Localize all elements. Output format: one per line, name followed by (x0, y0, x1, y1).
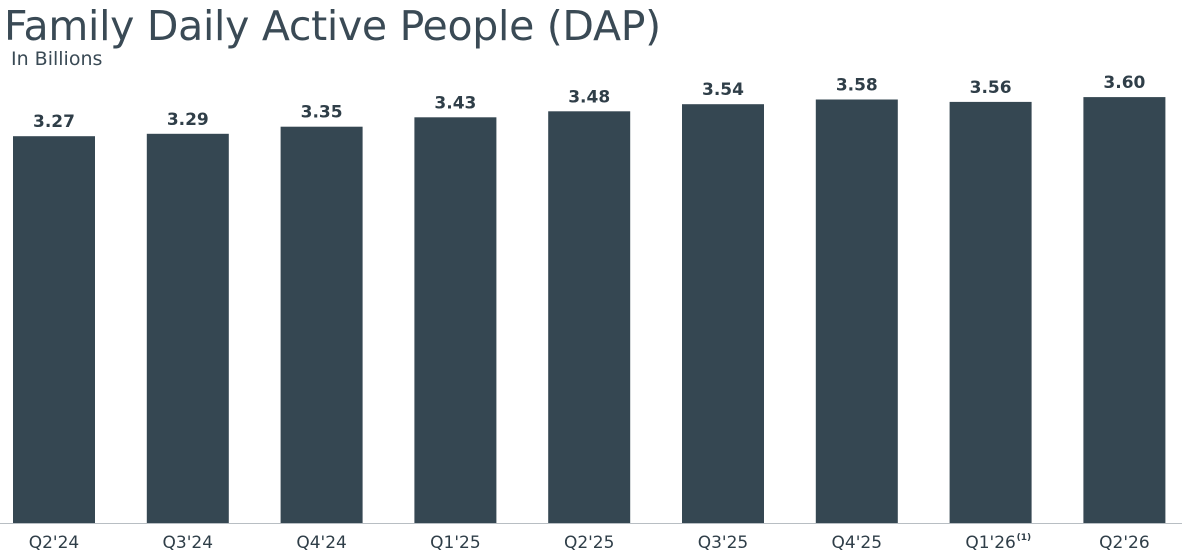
x-tick-label: Q2'26 (1099, 533, 1150, 553)
bar-Q3'24 (146, 133, 229, 524)
bar-Q1'26 (949, 101, 1032, 524)
chart-title: Family Daily Active People (DAP) (4, 2, 661, 50)
bar-Q2'24 (13, 136, 95, 523)
x-tick-label: Q1'26 (965, 533, 1016, 553)
x-tick-label: Q3'25 (698, 533, 749, 553)
x-tick-label: Q4'24 (296, 533, 347, 553)
value-label: 3.58 (836, 76, 878, 96)
value-label: 3.35 (301, 103, 343, 123)
value-label: 3.43 (434, 93, 476, 113)
value-label: 3.48 (568, 87, 610, 107)
bar-Q2'26 (1083, 97, 1166, 523)
bar-Q4'24 (280, 126, 363, 523)
value-label: 3.54 (702, 80, 744, 100)
x-tick-label: Q2'24 (29, 533, 80, 553)
bar-Q4'25 (815, 99, 898, 523)
bar-Q2'25 (548, 111, 631, 524)
value-labels-layer: 3.27 3.29 3.35 3.43 3.48 3.54 3.58 3.56 3.60 (33, 73, 1146, 132)
bars-layer (13, 97, 1166, 524)
footnote-marker: (1) (1017, 533, 1032, 543)
value-label: 3.56 (970, 78, 1012, 98)
x-tick-label: Q3'24 (163, 533, 214, 553)
value-label: 3.29 (167, 110, 209, 130)
value-label: 3.60 (1103, 73, 1145, 93)
x-tick-label: Q4'25 (832, 533, 883, 553)
bar-Q3'25 (682, 104, 764, 523)
bar-Q1'25 (414, 117, 497, 524)
x-tick-labels-layer: Q2'24 Q3'24 Q4'24 Q1'25 Q2'25 Q3'25 Q4'25 Q1'26… (29, 533, 1150, 553)
chart-subtitle: In Billions (11, 48, 103, 70)
x-tick-label: Q2'25 (564, 533, 615, 553)
value-label: 3.27 (33, 112, 75, 132)
x-tick-label: Q1'25 (430, 533, 481, 553)
